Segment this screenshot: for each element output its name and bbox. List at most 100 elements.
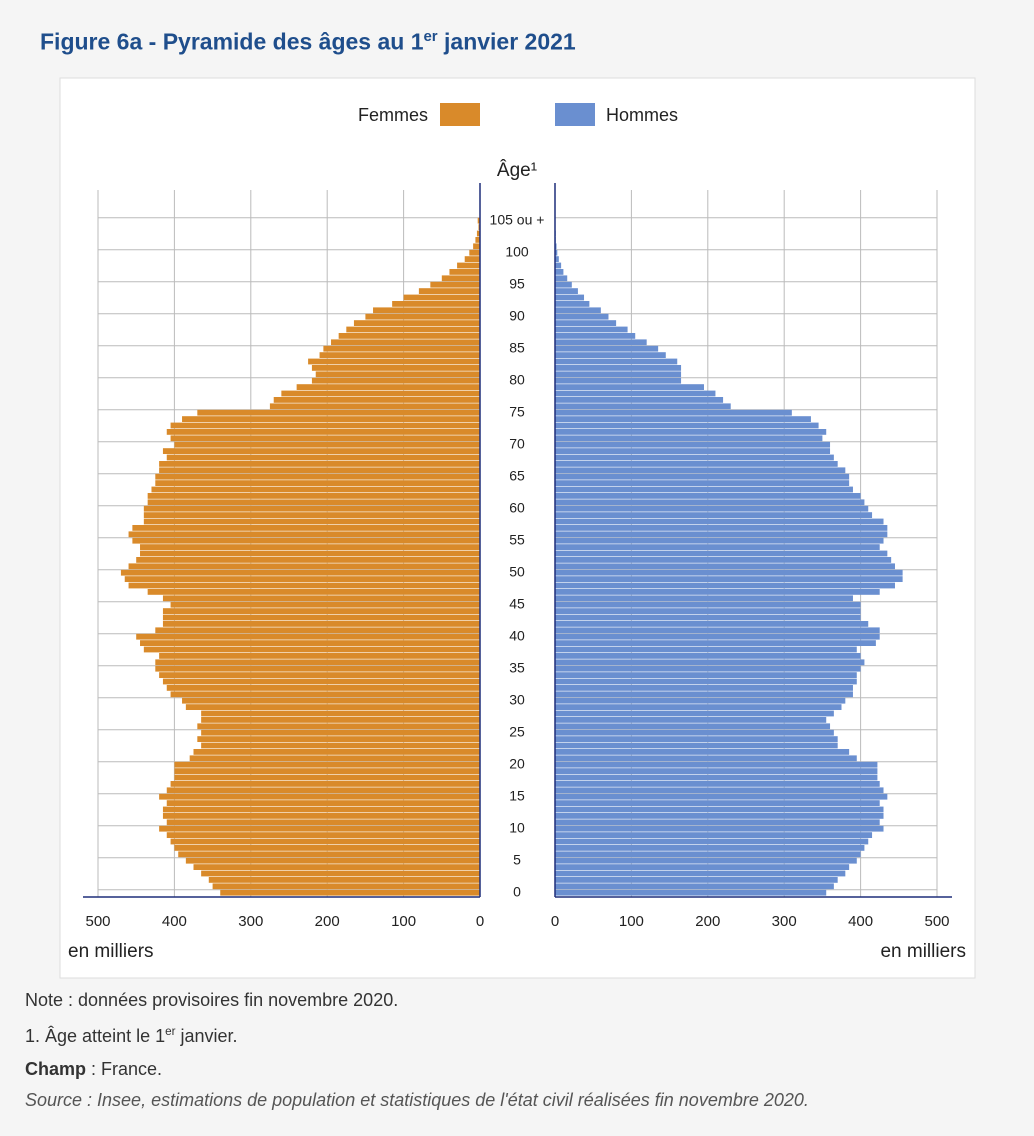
y-tick-label: 35 (509, 660, 525, 676)
bar (555, 454, 834, 461)
bar (170, 435, 480, 442)
bar (555, 793, 888, 800)
x-tick-label: 0 (476, 913, 484, 930)
bar (311, 365, 480, 371)
bar (331, 339, 480, 346)
bar (555, 384, 704, 390)
bar (555, 717, 827, 723)
bar (555, 653, 861, 659)
bar (555, 281, 572, 288)
bar (555, 704, 842, 710)
bar (193, 864, 480, 870)
bar (555, 691, 853, 698)
bar (555, 608, 861, 614)
y-tick-label: 0 (513, 884, 521, 900)
title-sup: er (423, 28, 438, 45)
bar (147, 493, 480, 499)
bar (555, 678, 857, 685)
bar (555, 646, 857, 653)
bar (555, 665, 861, 672)
y-tick-label: 85 (509, 340, 525, 356)
bar (269, 403, 480, 410)
bar (220, 889, 481, 896)
bar (555, 371, 682, 378)
bar (132, 537, 480, 544)
bar (555, 441, 831, 448)
bar (555, 429, 827, 435)
bar (555, 864, 850, 870)
bar (555, 806, 884, 813)
y-tick-label: 100 (505, 244, 529, 260)
bar (555, 294, 585, 301)
bar (201, 870, 480, 877)
bar (555, 768, 878, 774)
x-tick-label: 300 (772, 913, 797, 930)
bar (555, 883, 834, 890)
footnote-text: janvier. (175, 1026, 238, 1046)
bar (555, 512, 873, 518)
source: Source : Insee, estimations de populatio… (25, 1090, 809, 1110)
bar (170, 838, 480, 845)
bar (166, 454, 480, 461)
y-tick-label: 5 (513, 852, 521, 868)
bar (162, 608, 480, 614)
bar (170, 691, 480, 698)
bar (475, 237, 480, 243)
y-tick-label: 105 ou + (490, 212, 545, 228)
bar (147, 589, 480, 595)
y-tick-label: 50 (509, 564, 525, 580)
y-tick-label: 75 (509, 404, 525, 420)
bar (555, 531, 888, 538)
bar (159, 825, 480, 832)
bar (555, 397, 724, 403)
bar (155, 659, 481, 666)
bar (555, 550, 888, 557)
bar (555, 589, 880, 595)
bar (140, 550, 480, 557)
x-tick-label: 100 (391, 913, 416, 930)
bar (555, 473, 850, 480)
bar (120, 569, 481, 576)
y-tick-label: 65 (509, 468, 525, 484)
bar (155, 627, 481, 634)
bar (392, 301, 480, 307)
bar (555, 403, 731, 410)
bar (441, 275, 480, 282)
bar (346, 326, 480, 333)
bar (124, 576, 481, 582)
bar (555, 857, 857, 864)
x-tick-label: 400 (848, 913, 873, 930)
bar (555, 569, 903, 576)
bar (201, 717, 480, 723)
bar (555, 358, 678, 365)
bar (403, 294, 480, 301)
bar (555, 813, 884, 819)
bar (555, 461, 838, 467)
x-tick-label: 200 (695, 913, 720, 930)
bar (201, 742, 480, 749)
bar (555, 787, 884, 794)
bar (353, 320, 480, 326)
bar (418, 288, 480, 294)
bar (185, 857, 481, 864)
bar (555, 723, 831, 730)
bar (174, 774, 480, 781)
x-tick-label: 500 (85, 913, 110, 930)
legend-swatch (440, 103, 480, 126)
bar (555, 307, 601, 314)
bar (201, 710, 480, 717)
bar (170, 781, 480, 787)
bar (212, 883, 480, 890)
bar (174, 845, 480, 851)
bar (555, 576, 903, 582)
bar (555, 249, 558, 256)
bar (555, 749, 850, 755)
bar (555, 352, 666, 358)
x-tick-label: 300 (238, 913, 263, 930)
bar (555, 729, 834, 736)
bar (555, 390, 716, 397)
bar (555, 435, 823, 442)
bar (555, 889, 827, 896)
bar (555, 505, 869, 512)
bar (311, 377, 480, 384)
